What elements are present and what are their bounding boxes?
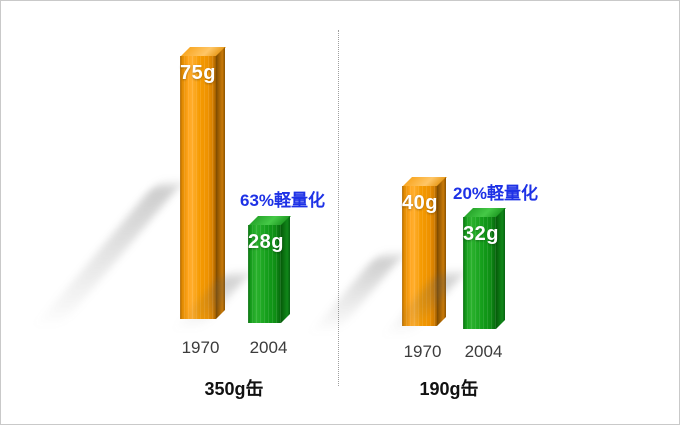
x-axis-label-190g-2004: 2004 [464, 342, 503, 361]
bar-190g-1970: 40g [314, 177, 447, 329]
bar-value-label: 75g [180, 62, 216, 84]
bar-shadow [314, 256, 402, 329]
bar-350g-2004: 28g [179, 216, 291, 326]
bar-shadow [39, 185, 180, 322]
annotation-190g-reduction: 20%軽量化 [453, 184, 539, 203]
x-axis-label-350g-1970: 1970 [181, 338, 220, 357]
bar-front-face [248, 225, 281, 323]
bar-front-face [402, 186, 437, 326]
bar-side-face [437, 177, 446, 326]
bar-350g-1970: 75g [39, 47, 226, 322]
group-title-350g: 350g缶 [204, 379, 264, 399]
bar-190g-2004: 32g [388, 208, 506, 332]
annotation-350g-reduction: 63%軽量化 [240, 191, 326, 210]
bar-front-face [463, 217, 496, 329]
bar-value-label: 40g [402, 192, 438, 214]
x-axis-label-350g-2004: 2004 [249, 338, 288, 357]
x-axis-label-190g-1970: 1970 [403, 342, 442, 361]
group-title-190g: 190g缶 [419, 379, 479, 399]
group-divider-line [338, 30, 339, 386]
bar-value-label: 32g [463, 223, 499, 245]
bar-value-label: 28g [248, 231, 284, 253]
bar-front-face [180, 56, 216, 319]
